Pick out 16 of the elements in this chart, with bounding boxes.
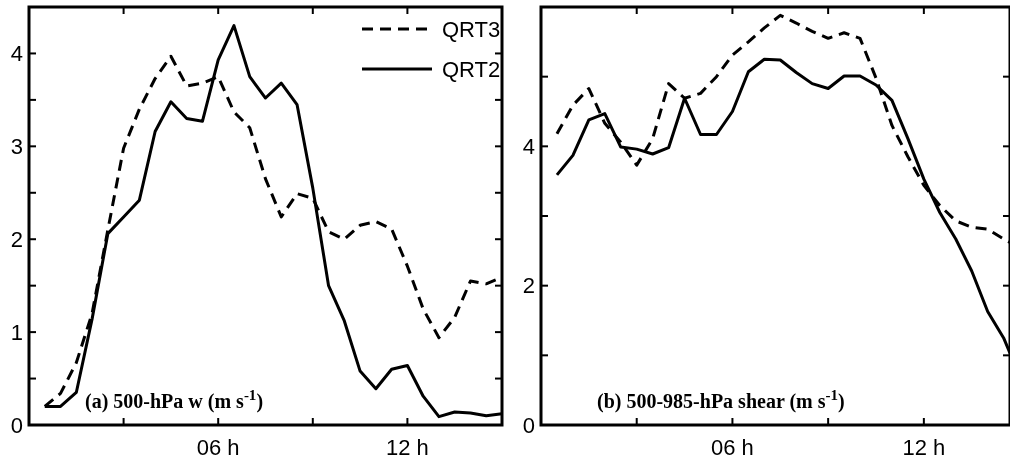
x-tick-label: 12 h: [385, 435, 429, 460]
y-tick-label: 4: [10, 41, 23, 67]
annotation: (b) 500-985-hPa shear (m s$^{-1}$): [597, 387, 845, 413]
legend-label: QRT2: [442, 56, 501, 82]
y-tick-label: 2: [10, 226, 23, 252]
y-tick-label: 2: [522, 273, 535, 299]
x-tick-label: 06 h: [711, 435, 754, 460]
annotation: (a) 500-hPa w (m s$^{-1}$): [85, 387, 264, 413]
y-tick-label: 4: [522, 134, 535, 160]
y-tick-label: 1: [10, 319, 23, 345]
legend-label: QRT3: [442, 16, 501, 42]
x-tick-label: 12 h: [902, 435, 946, 460]
y-tick-label: 0: [10, 412, 23, 438]
x-tick-label: 06 h: [196, 435, 240, 460]
y-tick-label: 3: [10, 134, 23, 160]
y-tick-label: 0: [522, 412, 535, 438]
